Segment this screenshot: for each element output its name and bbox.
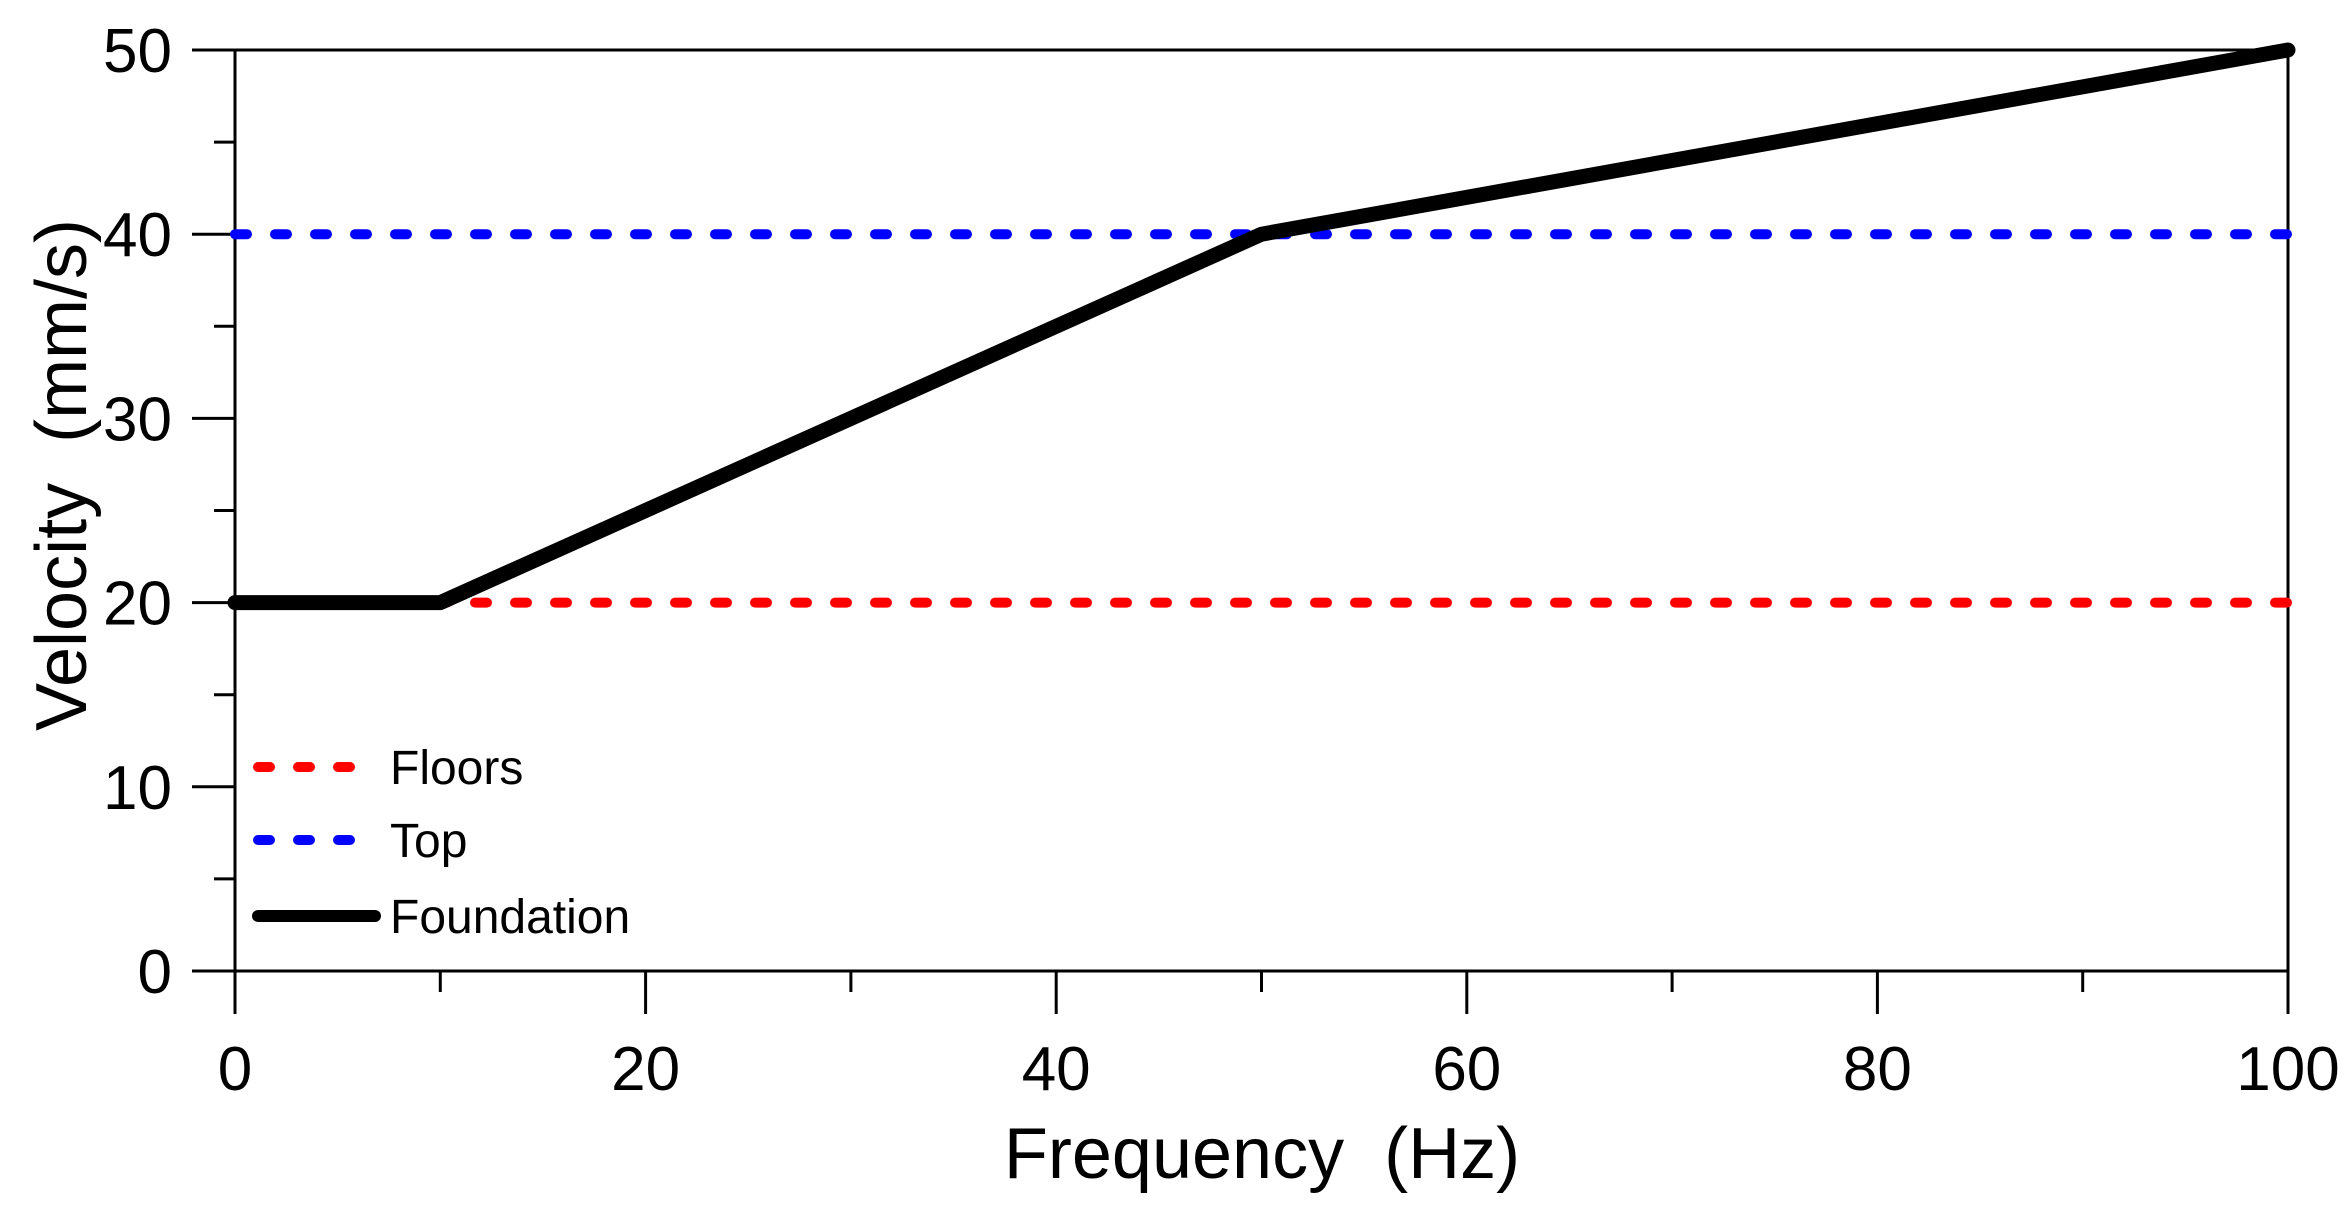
y-tick-label: 0	[138, 938, 172, 1007]
y-tick-label: 30	[103, 385, 172, 454]
legend-label-floors: Floors	[390, 742, 523, 795]
y-tick-label: 10	[103, 754, 172, 823]
x-tick-label: 20	[611, 1035, 680, 1104]
y-tick-label: 50	[103, 17, 172, 86]
y-axis-title: Velocity (mm/s)	[22, 219, 102, 731]
x-tick-label: 60	[1432, 1035, 1501, 1104]
x-tick-label: 100	[2236, 1035, 2339, 1104]
x-tick-label: 80	[1843, 1035, 1912, 1104]
x-axis-title: Frequency (Hz)	[1004, 1114, 1520, 1194]
x-tick-label: 40	[1022, 1035, 1091, 1104]
series-line-foundation	[227, 42, 2296, 611]
plot-frame	[233, 48, 2290, 973]
legend-label-foundation: Foundation	[390, 891, 630, 944]
y-tick-label: 20	[103, 570, 172, 639]
y-tick-label: 40	[103, 201, 172, 270]
legend-label-top: Top	[390, 815, 467, 868]
x-tick-label: 0	[218, 1035, 252, 1104]
